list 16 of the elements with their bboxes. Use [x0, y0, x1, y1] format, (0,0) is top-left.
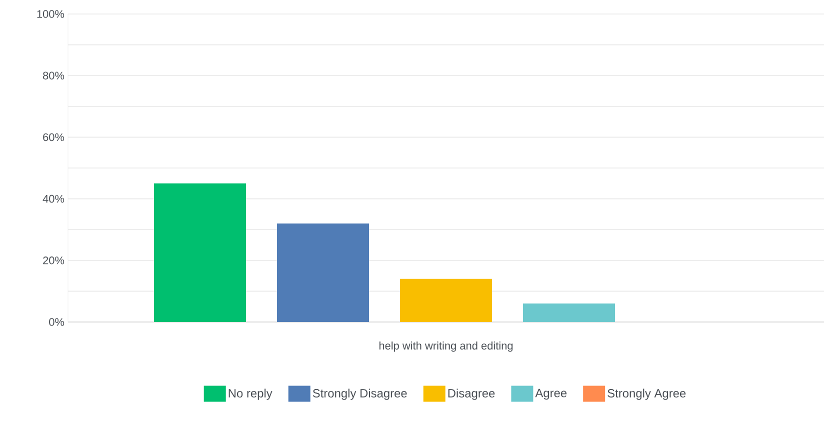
bar	[277, 223, 370, 322]
y-tick-label: 100%	[37, 10, 64, 18]
legend-label: Strongly Agree	[608, 388, 686, 400]
y-tick-label: 40%	[42, 194, 64, 203]
bar	[154, 183, 246, 322]
y-tick-label: 60%	[43, 133, 64, 142]
legend-label: Agree	[535, 388, 567, 400]
y-tick-label: 20%	[43, 256, 64, 264]
x-tick-label: help with writing and editing	[379, 342, 513, 352]
legend-label: Strongly Disagree	[312, 388, 407, 400]
legend-label: No reply	[228, 388, 272, 400]
y-tick-label: 80%	[43, 72, 64, 80]
bar	[523, 304, 616, 322]
legend-label: Disagree	[448, 388, 495, 400]
bar	[400, 278, 492, 322]
y-tick-label: 0%	[49, 318, 64, 326]
